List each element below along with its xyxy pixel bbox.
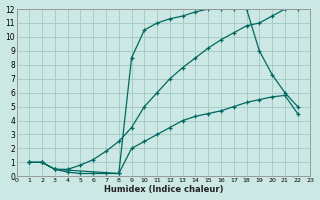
X-axis label: Humidex (Indice chaleur): Humidex (Indice chaleur)	[104, 185, 223, 194]
